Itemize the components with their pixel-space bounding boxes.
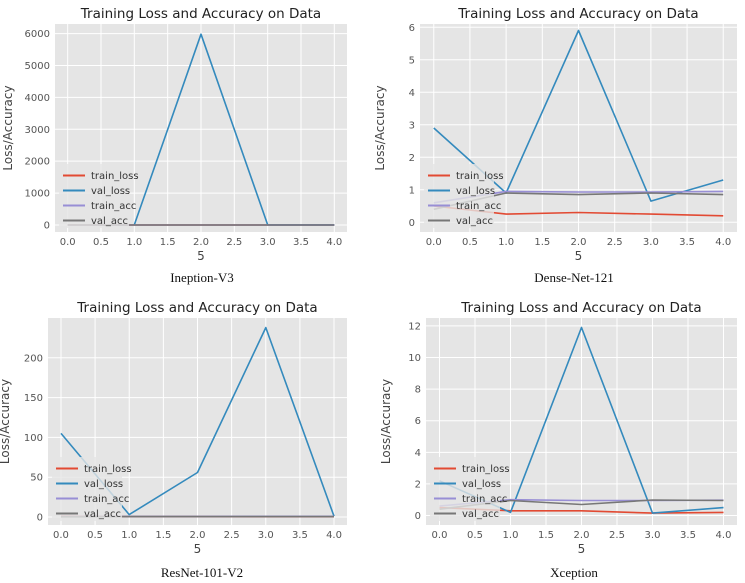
chart-3: 0.0 0.5 1.0 1.5 2.0 2.5 3.0 3.5 4.0 0 2 4 6 8 10 12 Trai… bbox=[379, 300, 737, 556]
x-tick-label: 1.5 bbox=[534, 237, 550, 248]
legend-label: val_loss bbox=[84, 479, 123, 490]
y-tick-label: 4 bbox=[415, 448, 421, 459]
x-tick-label: 4.0 bbox=[715, 237, 731, 248]
x-axis-label: 5 bbox=[197, 249, 205, 263]
x-tick-label: 3.5 bbox=[680, 530, 696, 541]
legend-label: train_acc bbox=[91, 201, 136, 212]
y-tick-label: 2 bbox=[409, 153, 415, 164]
x-tick-label: 3.5 bbox=[292, 530, 308, 541]
y-tick-label: 50 bbox=[30, 473, 43, 484]
y-tick-label: 4000 bbox=[25, 93, 50, 104]
x-tick-label: 1.0 bbox=[121, 530, 137, 541]
y-axis-label: Loss/Accuracy bbox=[373, 85, 387, 170]
y-tick-label: 10 bbox=[408, 353, 421, 364]
legend-label: train_loss bbox=[456, 171, 504, 182]
chart-title: Training Loss and Accuracy on Data bbox=[460, 300, 701, 316]
y-tick-label: 12 bbox=[408, 321, 421, 332]
x-tick-label: 2.0 bbox=[193, 237, 209, 248]
legend-label: train_loss bbox=[84, 464, 132, 475]
legend-label: val_loss bbox=[456, 186, 495, 197]
x-tick-label: 1.0 bbox=[126, 237, 142, 248]
x-tick-label: 2.0 bbox=[571, 237, 587, 248]
x-tick-label: 2.5 bbox=[609, 530, 625, 541]
caption-densenet-121: Dense-Net-121 bbox=[534, 270, 614, 285]
y-tick-label: 150 bbox=[24, 393, 43, 404]
x-tick-label: 0.0 bbox=[432, 530, 448, 541]
y-axis-label: Loss/Accuracy bbox=[1, 85, 15, 170]
x-tick-label: 2.5 bbox=[607, 237, 623, 248]
x-tick-label: 3.5 bbox=[293, 237, 309, 248]
y-tick-label: 5 bbox=[409, 55, 415, 66]
chart-2: 0.0 0.5 1.0 1.5 2.0 2.5 3.0 3.5 4.0 0 50 100 150 200 T… bbox=[0, 300, 347, 556]
chart-title: Training Loss and Accuracy on Data bbox=[457, 6, 698, 22]
chart-title: Training Loss and Accuracy on Data bbox=[76, 300, 317, 316]
legend-label: val_acc bbox=[91, 216, 128, 227]
chart-title: Training Loss and Accuracy on Data bbox=[80, 6, 321, 22]
x-tick-label: 0.5 bbox=[93, 237, 109, 248]
x-tick-label: 1.0 bbox=[503, 530, 519, 541]
caption-inception-v3: Ineption-V3 bbox=[170, 270, 234, 285]
x-tick-label: 0.0 bbox=[60, 237, 76, 248]
chart-0: 0.0 0.5 1.0 1.5 2.0 2.5 3.0 3.5 4.0 0 1000 2000 3000… bbox=[1, 6, 347, 263]
x-axis-label: 5 bbox=[194, 542, 202, 556]
y-tick-label: 2 bbox=[415, 479, 421, 490]
x-tick-label: 3.0 bbox=[258, 530, 274, 541]
caption-xception: Xception bbox=[550, 565, 598, 580]
x-tick-label: 0.5 bbox=[87, 530, 103, 541]
x-tick-label: 3.0 bbox=[643, 237, 659, 248]
legend-label: train_acc bbox=[462, 494, 507, 505]
y-tick-label: 3 bbox=[409, 120, 415, 131]
caption-resnet-101-v2: ResNet-101-V2 bbox=[160, 565, 244, 580]
y-tick-label: 8 bbox=[415, 385, 421, 396]
x-tick-label: 1.5 bbox=[155, 530, 171, 541]
legend-label: train_loss bbox=[462, 464, 510, 475]
legend-label: val_loss bbox=[91, 186, 130, 197]
x-tick-label: 1.5 bbox=[160, 237, 176, 248]
x-tick-label: 0.5 bbox=[462, 237, 478, 248]
y-tick-label: 6 bbox=[409, 23, 415, 34]
y-tick-label: 0 bbox=[37, 513, 43, 524]
legend-label: val_acc bbox=[462, 509, 499, 520]
x-tick-label: 4.0 bbox=[716, 530, 732, 541]
y-tick-label: 6 bbox=[415, 416, 421, 427]
x-tick-label: 4.0 bbox=[326, 237, 342, 248]
y-axis-label: Loss/Accuracy bbox=[0, 379, 12, 464]
y-axis-label: Loss/Accuracy bbox=[379, 379, 393, 464]
x-tick-label: 3.0 bbox=[260, 237, 276, 248]
x-tick-label: 2.0 bbox=[574, 530, 590, 541]
x-tick-label: 1.5 bbox=[538, 530, 554, 541]
legend-label: val_acc bbox=[456, 216, 493, 227]
x-tick-label: 2.0 bbox=[190, 530, 206, 541]
x-tick-label: 1.0 bbox=[498, 237, 514, 248]
x-tick-label: 0.5 bbox=[467, 530, 483, 541]
y-tick-label: 1 bbox=[409, 185, 415, 196]
legend-label: train_acc bbox=[84, 494, 129, 505]
y-tick-label: 0 bbox=[409, 218, 415, 229]
y-tick-label: 6000 bbox=[25, 29, 50, 40]
x-tick-label: 2.5 bbox=[224, 530, 240, 541]
x-axis-label: 5 bbox=[575, 249, 583, 263]
legend-label: val_loss bbox=[462, 479, 501, 490]
y-tick-label: 4 bbox=[409, 88, 415, 99]
legend-label: val_acc bbox=[84, 509, 121, 520]
x-tick-label: 0.0 bbox=[426, 237, 442, 248]
y-tick-label: 1000 bbox=[25, 189, 50, 200]
y-tick-label: 3000 bbox=[25, 125, 50, 136]
x-tick-label: 3.0 bbox=[645, 530, 661, 541]
legend-label: train_loss bbox=[91, 171, 139, 182]
y-tick-label: 100 bbox=[24, 433, 43, 444]
x-tick-label: 4.0 bbox=[326, 530, 342, 541]
chart-1: 0.0 0.5 1.0 1.5 2.0 2.5 3.0 3.5 4.0 0 1 2 3 4 5 6 Traini… bbox=[373, 6, 737, 263]
legend-label: train_acc bbox=[456, 201, 501, 212]
x-tick-label: 0.0 bbox=[53, 530, 69, 541]
y-tick-label: 200 bbox=[24, 353, 43, 364]
y-tick-label: 0 bbox=[415, 511, 421, 522]
y-tick-label: 0 bbox=[44, 220, 50, 231]
x-tick-label: 3.5 bbox=[679, 237, 695, 248]
y-tick-label: 5000 bbox=[25, 61, 50, 72]
y-tick-label: 2000 bbox=[25, 157, 50, 168]
x-tick-label: 2.5 bbox=[226, 237, 242, 248]
x-axis-label: 5 bbox=[578, 542, 586, 556]
